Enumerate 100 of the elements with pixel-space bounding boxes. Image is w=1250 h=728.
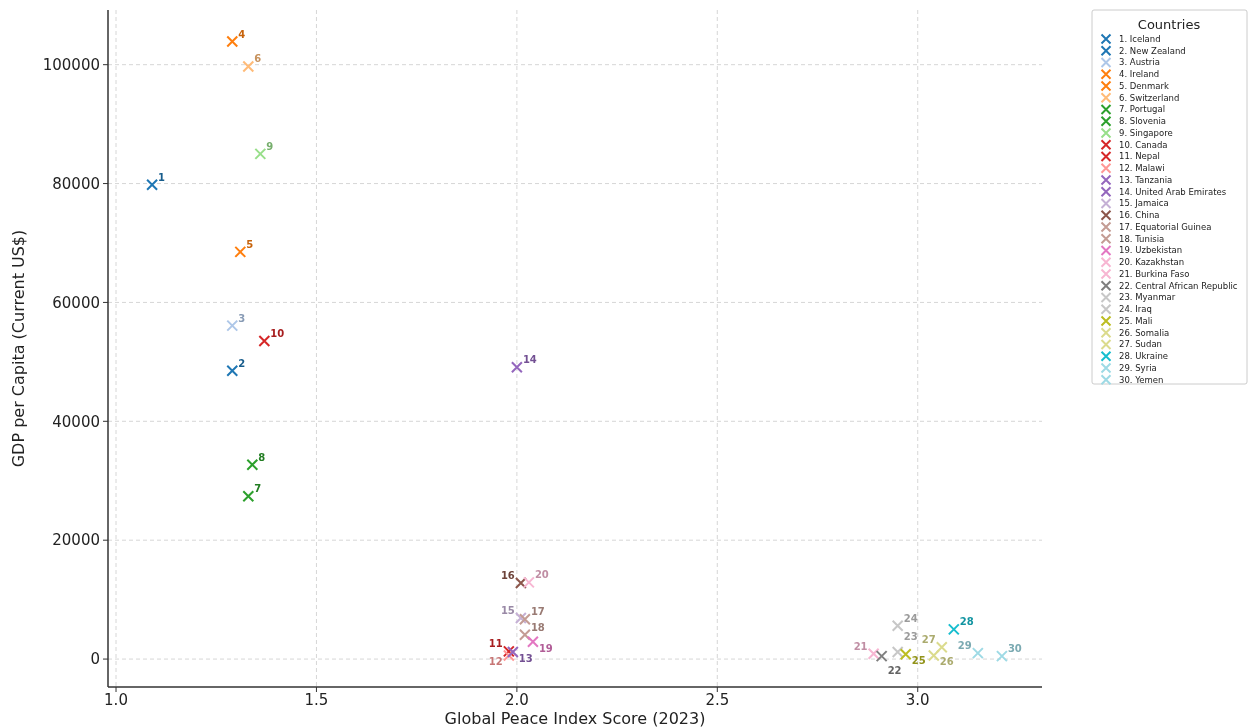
point [502,645,515,658]
point [234,245,247,258]
annotation: 26 [939,656,954,668]
annotation: 16 [500,569,515,581]
point [995,650,1008,663]
point [947,623,960,636]
legend-label: 18. Tunisia [1119,233,1165,244]
point [258,335,271,348]
point [518,628,531,641]
point [875,650,888,663]
legend-label: 15. Jamaica [1119,198,1169,209]
point [510,361,523,374]
annotation: 10 [270,328,285,340]
annotation: 27 [921,634,936,646]
legend-label: 29. Syria [1119,362,1157,373]
x-tick-label: 1.0 [104,691,128,709]
legend-label: 8. Slovenia [1119,116,1166,127]
legend-label: 27. Sudan [1119,339,1162,350]
annotation: 19 [538,642,553,654]
point [518,613,531,626]
legend-label: 20. Kazakhstan [1119,257,1185,268]
legend-label: 9. Singapore [1119,127,1173,138]
legend-label: 28. Ukraine [1119,351,1169,362]
legend-label: 6. Switzerland [1119,92,1180,103]
annotation: 17 [530,606,545,618]
annotation: 5 [246,238,254,250]
x-tick-label: 1.5 [304,691,329,709]
annotation: 29 [957,640,972,652]
legend-label: 12. Malawi [1119,163,1165,174]
point [502,649,515,662]
point [522,576,535,589]
legend-label: 19. Uzbekistan [1119,245,1183,256]
x-tick-label: 3.0 [905,691,930,709]
x-axis-title: Global Peace Index Score (2023) [444,709,706,728]
legend-label: 23. Myanmar [1119,292,1176,303]
annotation: 23 [903,630,918,642]
legend-label: 11. Nepal [1119,151,1160,162]
point [891,645,904,658]
legend-label: 30. Yemen [1119,374,1164,385]
point [246,458,259,471]
legend-label: 26. Somalia [1119,327,1170,338]
annotation: 21 [853,640,868,652]
point [526,635,539,648]
x-tick-label: 2.5 [705,691,730,709]
annotation: 15 [500,605,515,617]
legend-label: 17. Equatorial Guinea [1119,221,1212,232]
annotation: 1 [158,171,166,183]
legend-label: 21. Burkina Faso [1119,268,1190,279]
annotation: 22 [887,665,902,677]
annotation: 28 [959,616,974,628]
y-tick-label: 40000 [52,412,100,431]
point [514,612,527,625]
legend-label: 16. China [1119,210,1160,221]
point [935,641,948,654]
annotation: 25 [911,655,926,667]
annotation: 2 [238,357,246,369]
point [971,647,984,660]
point [226,35,239,48]
legend-label: 2. New Zealand [1119,45,1186,56]
annotation: 30 [1007,643,1022,655]
point [226,364,239,377]
annotation: 3 [238,312,246,324]
annotation: 6 [254,53,262,65]
point [226,319,239,332]
annotation: 13 [518,652,533,664]
point [927,649,940,662]
point [506,645,519,658]
point [867,647,880,660]
annotation: 14 [522,354,537,366]
legend-label: 1. Iceland [1119,33,1161,44]
legend-label: 4. Ireland [1119,69,1160,80]
legend-title: Countries [1137,17,1201,32]
annotation: 20 [534,569,549,581]
annotation: 4 [238,28,246,40]
y-tick-label: 20000 [52,531,100,550]
y-tick-label: 60000 [52,293,100,312]
annotation: 18 [530,621,545,633]
legend-label: 13. Tanzania [1119,174,1173,185]
legend-label: 22. Central African Republic [1119,280,1238,291]
legend-label: 10. Canada [1119,139,1168,150]
annotation: 11 [488,638,503,650]
legend-label: 24. Iraq [1119,304,1152,315]
annotation: 12 [488,656,503,668]
point [146,178,159,191]
point [899,648,912,661]
legend-label: 25. Mali [1119,315,1153,326]
annotation: 24 [903,612,918,624]
y-tick-label: 100000 [42,55,100,74]
legend-label: 3. Austria [1119,57,1160,68]
annotation: 9 [266,140,274,152]
x-tick-label: 2.0 [504,691,529,709]
y-axis-title: GDP per Capita (Current US$) [9,229,28,468]
point [514,576,527,589]
annotation: 8 [258,451,266,463]
point [242,490,255,503]
legend-label: 5. Denmark [1119,80,1169,91]
point [254,147,267,160]
legend-label: 7. Portugal [1119,104,1166,115]
y-tick-label: 80000 [52,174,100,193]
y-tick-label: 0 [90,650,100,669]
